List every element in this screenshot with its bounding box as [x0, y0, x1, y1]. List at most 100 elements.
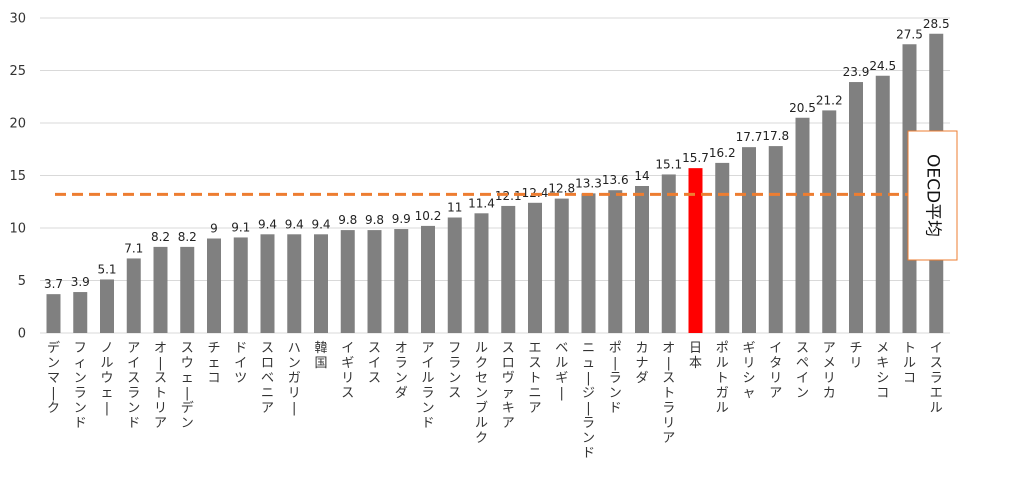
category-label: アイルランド: [421, 341, 434, 431]
category-label: ハンガリ|: [288, 341, 301, 416]
category-label: ベルギ|: [555, 341, 568, 401]
bar-11: [314, 234, 328, 333]
data-label: 11: [447, 201, 462, 215]
category-label: チリ: [849, 341, 862, 371]
data-label: 9.4: [311, 217, 330, 231]
bar-28: [768, 146, 783, 333]
data-label: 21.2: [816, 93, 843, 107]
data-label: 13.6: [602, 173, 629, 187]
y-tick-label: 10: [9, 222, 26, 237]
y-tick-label: 15: [9, 169, 26, 184]
data-labels: 3.7 3.9 5.1 7.1 8.2 8.2 9 9.1 9.4 9.4 9.4 9.8 9.8 9.9…: [44, 17, 950, 291]
bar-24: [661, 174, 676, 333]
data-label: 12.8: [548, 182, 575, 196]
data-label: 17.8: [762, 129, 789, 143]
y-tick-label: 30: [9, 12, 26, 27]
category-label: スペイン: [796, 341, 809, 401]
category-label: ドイツ: [234, 341, 247, 386]
data-label: 17.7: [736, 130, 763, 144]
data-label: 23.9: [843, 65, 870, 79]
category-label: カナダ: [635, 341, 648, 386]
data-label: 13.3: [575, 176, 602, 190]
data-label: 9.9: [392, 212, 411, 226]
category-label: スロベニア: [261, 341, 274, 416]
category-label: イタリア: [769, 341, 782, 401]
bar-31: [849, 82, 863, 333]
bar-25: [688, 168, 703, 333]
data-label: 28.5: [923, 17, 950, 31]
data-label: 12.1: [495, 189, 522, 203]
y-tick-label: 25: [9, 64, 26, 79]
data-label: 9: [210, 222, 218, 236]
category-label: オランダ: [395, 341, 408, 401]
data-label: 9.8: [365, 213, 384, 227]
y-tick-label: 5: [18, 274, 26, 289]
data-label: 20.5: [789, 101, 816, 115]
bar-15: [421, 225, 435, 333]
category-label: 韓国: [314, 341, 327, 371]
data-label: 10.2: [415, 209, 442, 223]
bar-21: [581, 193, 596, 333]
category-label: スウェ|デン: [181, 341, 194, 431]
bar-30: [822, 110, 837, 334]
data-label: 3.9: [71, 275, 90, 289]
bar-10: [287, 234, 302, 333]
data-label: 14: [634, 169, 649, 183]
data-label: 7.1: [124, 241, 143, 255]
category-label: ニュ|ジ|ランド: [582, 341, 595, 461]
bars: [46, 33, 944, 334]
bar-14: [394, 229, 409, 333]
category-label: フランス: [448, 341, 461, 401]
bar-23: [635, 186, 649, 333]
data-label: 9.4: [258, 217, 277, 231]
bar-8: [233, 237, 248, 333]
category-label: フィンランド: [74, 341, 87, 431]
bar-26: [715, 162, 730, 333]
data-label: 8.2: [151, 230, 170, 244]
category-label: オ|ストラリア: [662, 341, 675, 446]
y-axis-ticks: 0 5 10 15 20 25 30: [9, 12, 26, 342]
gridlines: [40, 17, 950, 334]
data-label: 9.4: [285, 217, 304, 231]
category-label: トルコ: [903, 341, 916, 386]
bar-16: [447, 217, 462, 333]
data-label: 15.7: [682, 151, 709, 165]
data-label: 12.4: [522, 186, 549, 200]
category-label: スイス: [368, 341, 381, 386]
y-tick-label: 0: [18, 327, 26, 342]
bar-32: [875, 75, 890, 333]
category-label: イギリス: [341, 341, 354, 401]
category-label: 日本: [689, 341, 702, 371]
bar-5: [153, 246, 168, 333]
data-label: 16.2: [709, 146, 736, 160]
data-label: 27.5: [896, 27, 923, 41]
bar-22: [608, 190, 623, 333]
y-tick-label: 20: [9, 117, 26, 132]
category-label: ルクセンブルク: [475, 341, 488, 446]
category-label: メキシコ: [876, 341, 889, 401]
bar-18: [501, 205, 516, 333]
category-label: スロヴァキア: [502, 341, 515, 431]
category-label: エストニア: [528, 341, 541, 416]
bar-29: [795, 117, 810, 333]
data-label: 3.7: [44, 277, 63, 291]
category-label: デンマ|ク: [47, 340, 60, 416]
data-label: 9.8: [338, 213, 357, 227]
bar-27: [742, 147, 756, 333]
category-label: イスラエル: [930, 341, 943, 416]
bar-7: [207, 238, 221, 333]
reference-line-group: OECD平均: [55, 130, 958, 261]
category-label: アイスランド: [127, 341, 140, 431]
oecd-average-label: OECD平均: [923, 154, 943, 237]
bar-2: [73, 292, 88, 333]
bar-9: [260, 234, 275, 333]
bar-3: [100, 279, 114, 333]
data-label: 15.1: [655, 157, 682, 171]
bar-13: [367, 230, 382, 333]
bar-4: [126, 258, 141, 333]
data-label: 11.4: [468, 196, 495, 210]
data-label: 24.5: [869, 59, 896, 73]
category-label: ポルトガル: [716, 341, 729, 416]
